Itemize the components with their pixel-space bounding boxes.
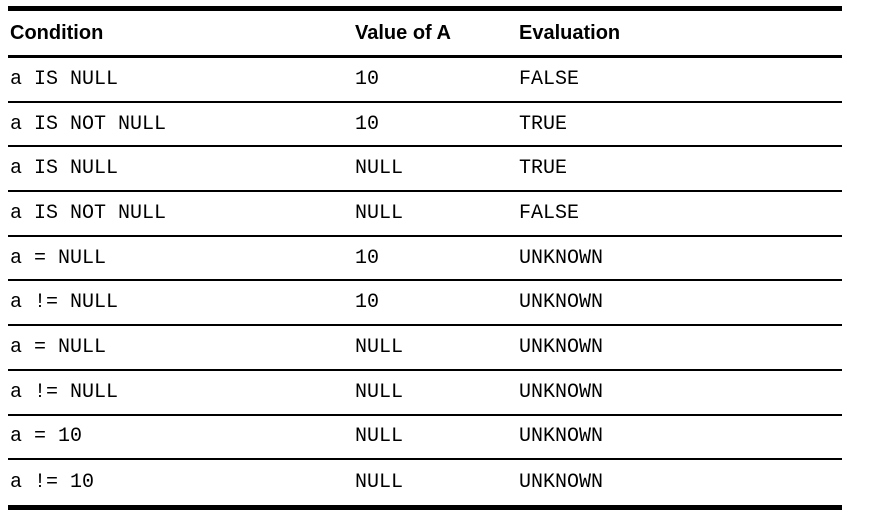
cell-condition: a IS NULL [10, 67, 119, 91]
cell-evaluation: FALSE [519, 201, 580, 225]
table-body: a IS NULL 10 FALSE a IS NOT NULL 10 TRUE a IS … [8, 58, 842, 505]
cell-evaluation: UNKNOWN [519, 380, 604, 404]
cell-value-of-a: NULL [355, 201, 404, 225]
cell-condition: a != NULL [10, 380, 119, 404]
cell-evaluation: TRUE [519, 112, 568, 136]
cell-evaluation: UNKNOWN [519, 335, 604, 359]
table-row: a IS NOT NULL NULL FALSE [8, 192, 842, 237]
cell-condition: a IS NOT NULL [10, 112, 167, 136]
cell-value-of-a: NULL [355, 471, 404, 495]
cell-condition: a != NULL [10, 291, 119, 315]
cell-value-of-a: NULL [355, 425, 404, 449]
cell-value-of-a: 10 [355, 246, 380, 270]
table-row: a IS NULL 10 FALSE [8, 58, 842, 103]
cell-value-of-a: NULL [355, 335, 404, 359]
table-header-row: Condition Value of A Evaluation [8, 11, 842, 58]
table-row: a = 10 NULL UNKNOWN [8, 416, 842, 461]
table-row: a IS NOT NULL 10 TRUE [8, 103, 842, 148]
column-header-evaluation: Evaluation [519, 21, 621, 44]
cell-evaluation: TRUE [519, 157, 568, 181]
cell-value-of-a: 10 [355, 291, 380, 315]
cell-evaluation: UNKNOWN [519, 291, 604, 315]
cell-condition: a = NULL [10, 335, 107, 359]
cell-evaluation: UNKNOWN [519, 471, 604, 495]
cell-value-of-a: 10 [355, 112, 380, 136]
table-row: a != 10 NULL UNKNOWN [8, 460, 842, 505]
table-row: a != NULL NULL UNKNOWN [8, 371, 842, 416]
table-row: a = NULL NULL UNKNOWN [8, 326, 842, 371]
cell-condition: a = 10 [10, 425, 83, 449]
null-evaluation-table: Condition Value of A Evaluation a IS NUL… [8, 6, 842, 510]
table-row: a = NULL 10 UNKNOWN [8, 237, 842, 282]
column-header-condition: Condition [10, 21, 104, 44]
table-row: a IS NULL NULL TRUE [8, 147, 842, 193]
cell-value-of-a: NULL [355, 380, 404, 404]
cell-condition: a = NULL [10, 246, 107, 270]
cell-evaluation: UNKNOWN [519, 425, 604, 449]
cell-condition: a IS NOT NULL [10, 201, 167, 225]
cell-evaluation: FALSE [519, 67, 580, 91]
cell-condition: a IS NULL [10, 157, 119, 181]
cell-value-of-a: NULL [355, 157, 404, 181]
cell-value-of-a: 10 [355, 67, 380, 91]
table-row: a != NULL 10 UNKNOWN [8, 281, 842, 327]
column-header-value-of-a: Value of A [355, 21, 451, 44]
cell-condition: a != 10 [10, 471, 95, 495]
cell-evaluation: UNKNOWN [519, 246, 604, 270]
